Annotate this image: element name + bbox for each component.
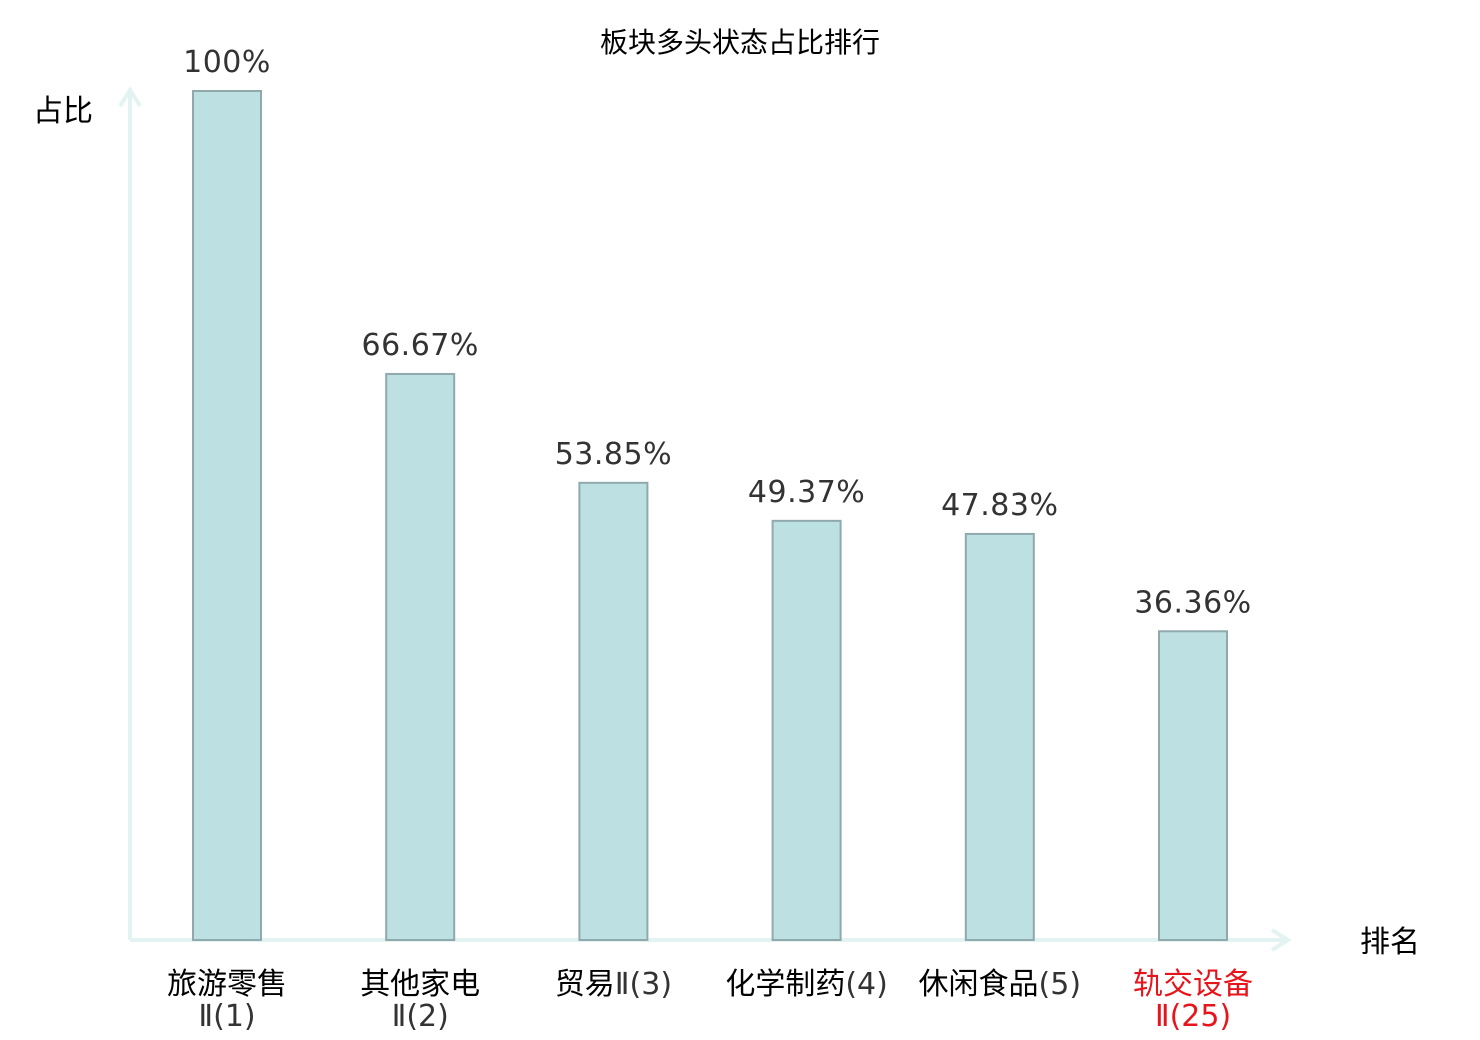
- chart-title: 板块多头状态占比排行: [600, 26, 880, 59]
- y-axis-arrow: [118, 86, 142, 108]
- category-label-name: 化学制药: [725, 967, 845, 1002]
- value-label: 49.37%: [748, 475, 865, 510]
- category-label: 化学制药(4): [725, 967, 888, 1002]
- category-label: 休闲食品(5): [919, 967, 1082, 1002]
- category-label: 贸易Ⅱ(3): [555, 967, 672, 1002]
- category-label-suffix: (5): [1039, 967, 1082, 1002]
- category-label-suffix: Ⅱ(1): [198, 999, 255, 1034]
- y-axis-label: 占比: [33, 94, 93, 129]
- bar: [964, 532, 1035, 941]
- axes: [118, 86, 1292, 952]
- category-label-suffix: Ⅱ(25): [1155, 999, 1231, 1034]
- category-label-name: 贸易: [555, 967, 615, 1002]
- category-label: 其他家电: [360, 967, 480, 1002]
- category-label: 轨交设备: [1133, 967, 1253, 1002]
- value-label: 53.85%: [555, 437, 672, 472]
- category-label-suffix: Ⅱ(3): [615, 967, 672, 1002]
- x-axis-arrow: [1270, 928, 1292, 952]
- bars: [192, 90, 1228, 942]
- value-label: 36.36%: [1134, 585, 1251, 620]
- category-label-name: 休闲食品: [919, 967, 1039, 1002]
- x-axis-label: 排名: [1360, 925, 1420, 960]
- bar: [771, 519, 842, 941]
- value-labels: 100% 66.67% 53.85% 49.37% 47.83% 36.36%: [183, 45, 1251, 620]
- bar: [385, 372, 456, 942]
- category-label: 旅游零售: [167, 967, 287, 1002]
- bar: [192, 90, 262, 941]
- bar: [578, 481, 649, 941]
- value-label: 47.83%: [941, 488, 1058, 523]
- value-label: 66.67%: [362, 328, 479, 363]
- value-label: 100%: [183, 45, 271, 80]
- category-label-suffix: (4): [845, 967, 888, 1002]
- bar: [1158, 630, 1228, 941]
- category-label-suffix: Ⅱ(2): [392, 999, 449, 1034]
